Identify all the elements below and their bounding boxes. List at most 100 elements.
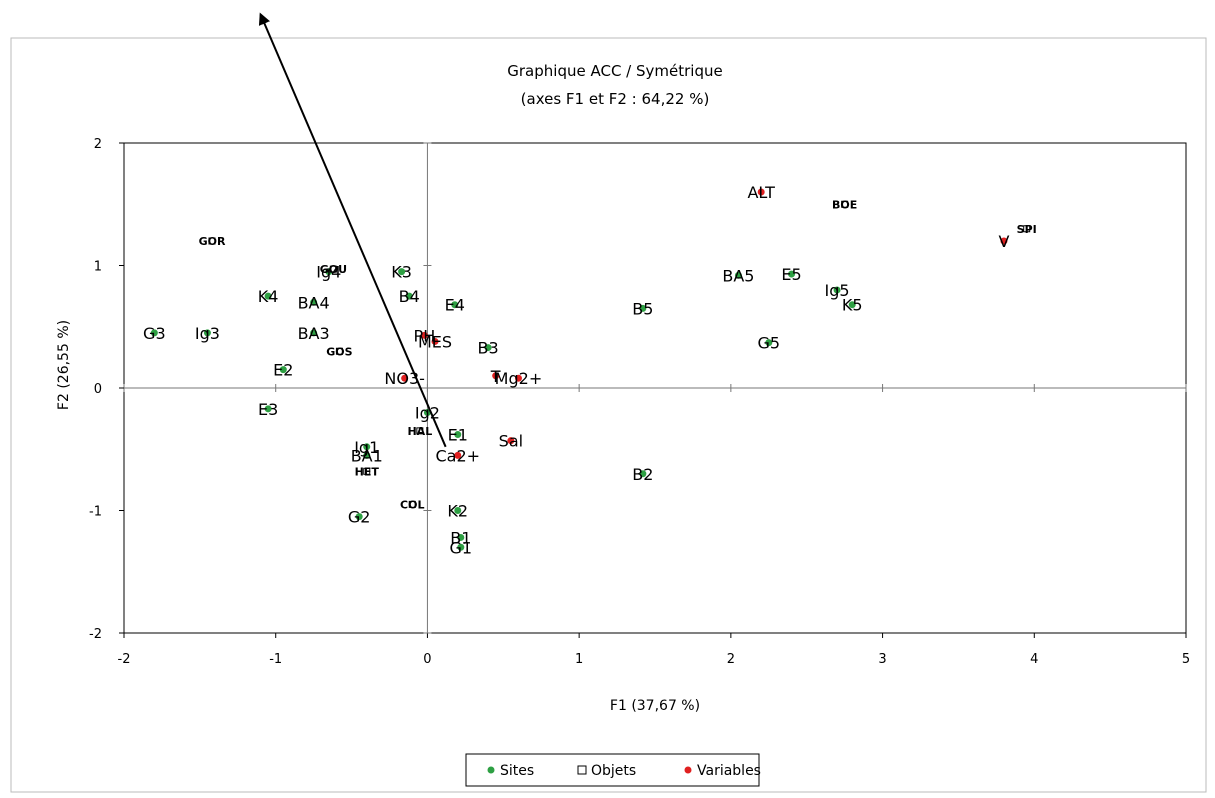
site-point-label: E4 bbox=[445, 296, 465, 315]
site-point bbox=[639, 470, 647, 478]
site-point bbox=[734, 271, 742, 279]
object-point-label: HAL bbox=[407, 425, 432, 438]
site-point bbox=[363, 451, 371, 459]
object-point bbox=[363, 467, 371, 475]
site-point-label: K2 bbox=[447, 502, 468, 521]
variable-point bbox=[1000, 237, 1008, 245]
site-point bbox=[150, 329, 158, 337]
chart-frame bbox=[10, 37, 1207, 793]
object-point bbox=[416, 427, 424, 435]
variable-point-label: Ca2+ bbox=[435, 446, 480, 465]
variable-point bbox=[420, 331, 428, 339]
site-point bbox=[363, 443, 371, 451]
site-point-label: BA4 bbox=[298, 293, 330, 312]
object-point-label: SPI bbox=[1017, 223, 1037, 236]
site-point-label: G3 bbox=[143, 324, 166, 343]
legend-label: Objets bbox=[591, 763, 636, 779]
legend-marker-sites bbox=[487, 766, 495, 774]
y-tick-label: 0 bbox=[94, 382, 102, 397]
legend-box bbox=[465, 753, 760, 787]
site-point-label: K5 bbox=[842, 296, 863, 315]
x-tick-label: -1 bbox=[269, 652, 282, 667]
site-point-label: BA3 bbox=[298, 324, 330, 343]
site-point bbox=[264, 292, 272, 300]
object-point-label: GOU bbox=[320, 263, 347, 276]
site-point bbox=[203, 329, 211, 337]
variable-point bbox=[454, 451, 462, 459]
site-point-label: K3 bbox=[391, 263, 412, 282]
variable-point bbox=[492, 372, 500, 380]
legend: Sites Objets Variables bbox=[465, 753, 761, 787]
site-point-label: E2 bbox=[273, 361, 293, 380]
chart-title: Graphique ACC / Symétrique bbox=[507, 62, 722, 80]
y-axis-label: F2 (26,55 %) bbox=[56, 320, 72, 410]
site-point bbox=[484, 344, 492, 352]
x-tick-label: 4 bbox=[1030, 652, 1038, 667]
site-point bbox=[355, 513, 363, 521]
annotation-arrow bbox=[258, 12, 447, 448]
site-point-label: E3 bbox=[258, 400, 278, 419]
site-point bbox=[457, 533, 465, 541]
y-tick-label: -2 bbox=[89, 627, 102, 642]
site-point bbox=[788, 270, 796, 278]
object-point bbox=[329, 265, 337, 273]
object-point-label: HET bbox=[355, 465, 380, 478]
site-point-label: B1 bbox=[450, 528, 471, 547]
site-point-label: B3 bbox=[478, 339, 499, 358]
site-point bbox=[405, 292, 413, 300]
site-point bbox=[264, 405, 272, 413]
object-point bbox=[408, 500, 416, 508]
variable-point bbox=[514, 374, 522, 382]
object-point-label: GOS bbox=[326, 345, 352, 358]
site-point-label: Ig5 bbox=[825, 281, 850, 300]
x-tick-label: 5 bbox=[1182, 652, 1190, 667]
site-point-label: Ig3 bbox=[195, 324, 220, 343]
y-tick-label: -1 bbox=[89, 505, 102, 520]
site-point bbox=[279, 366, 287, 374]
site-point-label: G1 bbox=[450, 538, 473, 557]
variable-point-label: ALT bbox=[747, 183, 775, 202]
variable-point-label: V bbox=[998, 232, 1009, 251]
site-point-label: G2 bbox=[348, 508, 371, 527]
site-point-label: K4 bbox=[258, 287, 279, 306]
variable-point-label: T bbox=[490, 367, 501, 386]
variable-point bbox=[507, 437, 515, 445]
site-point-label: Ig1 bbox=[354, 438, 379, 457]
chart-subtitle: (axes F1 et F2 : 64,22 %) bbox=[521, 90, 710, 108]
site-point-label: BA5 bbox=[722, 266, 754, 285]
site-point bbox=[457, 543, 465, 551]
object-point bbox=[841, 200, 849, 208]
site-point-label: BA1 bbox=[351, 446, 383, 465]
variable-point bbox=[401, 374, 409, 382]
variable-point-label: MES bbox=[418, 332, 452, 351]
variable-point-label: Mg2+ bbox=[495, 369, 543, 388]
variable-point-label: Sal bbox=[499, 432, 523, 451]
object-point bbox=[335, 347, 343, 355]
site-point-label: E1 bbox=[448, 426, 468, 445]
site-point bbox=[833, 286, 841, 294]
y-tick-label: 2 bbox=[94, 137, 102, 152]
site-point bbox=[451, 301, 459, 309]
legend-marker-variables bbox=[684, 766, 692, 774]
site-point bbox=[310, 298, 318, 306]
site-point bbox=[454, 431, 462, 439]
object-point-label: BOE bbox=[832, 198, 857, 211]
x-axis-label: F1 (37,67 %) bbox=[610, 698, 700, 714]
legend-label: Sites bbox=[500, 763, 534, 779]
site-point bbox=[639, 304, 647, 312]
object-point-label: GOR bbox=[199, 235, 226, 248]
site-point-label: B2 bbox=[632, 465, 653, 484]
x-tick-label: 3 bbox=[878, 652, 886, 667]
y-tick-label: 1 bbox=[94, 260, 102, 275]
site-point bbox=[765, 339, 773, 347]
site-point bbox=[398, 268, 406, 276]
site-point bbox=[310, 329, 318, 337]
site-point-label: B5 bbox=[632, 299, 653, 318]
site-point-label: B4 bbox=[399, 287, 420, 306]
variable-point-label: PH bbox=[414, 326, 436, 345]
x-tick-label: 1 bbox=[575, 652, 583, 667]
x-tick-label: 2 bbox=[727, 652, 735, 667]
site-point-label: E5 bbox=[781, 265, 801, 284]
object-point bbox=[1023, 225, 1031, 233]
